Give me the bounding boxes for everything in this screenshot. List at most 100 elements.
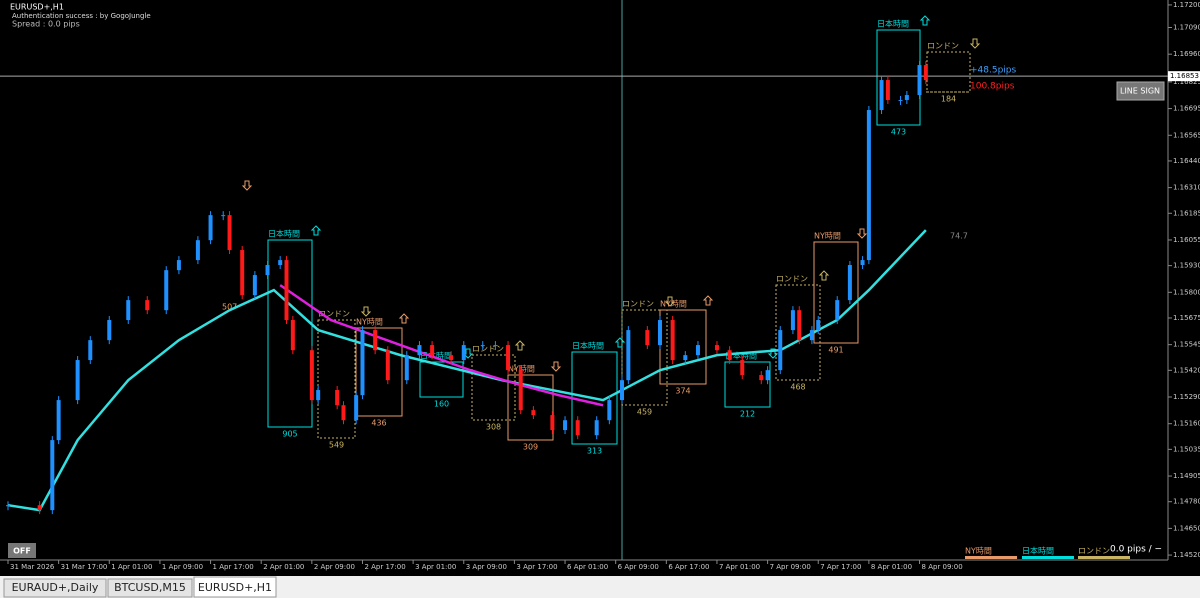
candle	[683, 355, 688, 361]
x-tick-label: 8 Apr 09:00	[922, 563, 963, 571]
candle	[37, 505, 42, 511]
candle	[904, 95, 909, 100]
y-tick-label: 1.16055	[1173, 236, 1200, 244]
x-tick-label: 6 Apr 17:00	[668, 563, 709, 571]
candle	[879, 80, 884, 111]
auth-text: Authentication success : by GogoJungle	[12, 12, 151, 20]
session-pips: 313	[587, 447, 602, 456]
y-tick-label: 1.15035	[1173, 445, 1200, 453]
signal-arrow	[702, 295, 714, 306]
candle	[335, 390, 340, 406]
candle	[607, 400, 612, 421]
tab-bar	[0, 576, 1200, 598]
session-label: NY時間	[660, 300, 687, 309]
candle	[695, 345, 700, 356]
signal-arrow	[767, 348, 779, 359]
x-tick-label: 31 Mar 2026	[10, 563, 55, 571]
tab[interactable]	[193, 576, 277, 598]
candle	[126, 300, 131, 321]
session-pips: 549	[329, 441, 344, 450]
candle	[506, 345, 511, 371]
candle	[917, 65, 922, 96]
session-box	[419, 361, 464, 398]
candle	[714, 345, 719, 351]
signal-arrow	[360, 306, 372, 317]
y-tick-label: 1.16310	[1173, 184, 1200, 192]
candle	[354, 395, 359, 421]
candle	[373, 330, 378, 351]
session-box	[267, 239, 313, 428]
candle	[227, 215, 232, 251]
x-tick-label: 7 Apr 17:00	[820, 563, 861, 571]
x-tick-label: 8 Apr 01:00	[871, 563, 912, 571]
candle	[341, 405, 346, 421]
session-label: NY時間	[508, 365, 535, 374]
signal-arrow	[514, 340, 526, 351]
window-title: EURUSD+,H1	[10, 3, 64, 12]
x-tick-label: 3 Apr 09:00	[466, 563, 507, 571]
candle	[290, 320, 295, 351]
price-tag-label: 1.16853	[1170, 72, 1199, 80]
x-tick-label: 6 Apr 01:00	[567, 563, 608, 571]
candle	[50, 440, 55, 511]
x-tick-label: 1 Apr 09:00	[162, 563, 203, 571]
session-pips: 436	[371, 419, 386, 428]
session-label: ロンドン	[622, 300, 654, 309]
candle	[759, 375, 764, 381]
session-box	[621, 309, 668, 406]
tab[interactable]	[107, 578, 193, 598]
trend-line	[279, 284, 604, 407]
x-tick-label: 2 Apr 01:00	[263, 563, 304, 571]
session-pips: 308	[486, 423, 501, 432]
line-sign-label: LINE SIGN	[1120, 87, 1160, 96]
session-pips: 374	[675, 387, 690, 396]
session-label: ロンドン	[776, 275, 808, 284]
y-tick-label: 1.16825	[1173, 78, 1200, 86]
off-button[interactable]	[8, 543, 36, 558]
y-tick-label: 1.16440	[1173, 157, 1200, 165]
y-tick-label: 1.16185	[1173, 209, 1200, 217]
session-label: 日本時間	[420, 351, 452, 361]
y-tick-label: 1.17090	[1173, 24, 1200, 32]
session-pips: 468	[790, 383, 805, 392]
session-box	[507, 374, 554, 441]
session-pips: 160	[434, 400, 449, 409]
signal-arrow	[614, 337, 626, 348]
tab[interactable]	[3, 578, 107, 598]
candle	[449, 355, 454, 361]
tab-label: EURUSD+,H1	[198, 581, 272, 594]
line-sign-button[interactable]	[1116, 81, 1165, 101]
candle	[88, 340, 93, 361]
candle	[885, 80, 890, 100]
low-label: 507	[222, 303, 237, 312]
candle	[145, 300, 150, 311]
x-tick-label: 3 Apr 17:00	[516, 563, 557, 571]
candle	[740, 360, 745, 376]
candle	[6, 505, 10, 507]
candle	[316, 390, 321, 401]
y-tick-label: 1.14520	[1173, 551, 1200, 559]
legend-bar	[965, 556, 1017, 559]
candle	[309, 350, 314, 401]
candle	[898, 99, 903, 101]
candle	[461, 345, 466, 361]
signal-arrow	[241, 180, 253, 191]
candle	[56, 400, 61, 441]
x-tick-label: 2 Apr 09:00	[314, 563, 355, 571]
session-label: ロンドン	[927, 42, 959, 51]
legend-label: NY時間	[965, 547, 992, 556]
y-tick-label: 1.16960	[1173, 50, 1200, 58]
signal-arrow	[310, 225, 322, 236]
session-box	[471, 354, 516, 421]
legend-bar	[1022, 556, 1074, 559]
y-tick-label: 1.16565	[1173, 131, 1200, 139]
session-label: 日本時間	[725, 351, 757, 361]
candle	[620, 380, 625, 401]
candle	[252, 275, 257, 296]
y-tick-label: 1.15545	[1173, 341, 1200, 349]
candle	[164, 270, 169, 311]
candle	[208, 215, 213, 241]
session-box	[813, 241, 859, 344]
